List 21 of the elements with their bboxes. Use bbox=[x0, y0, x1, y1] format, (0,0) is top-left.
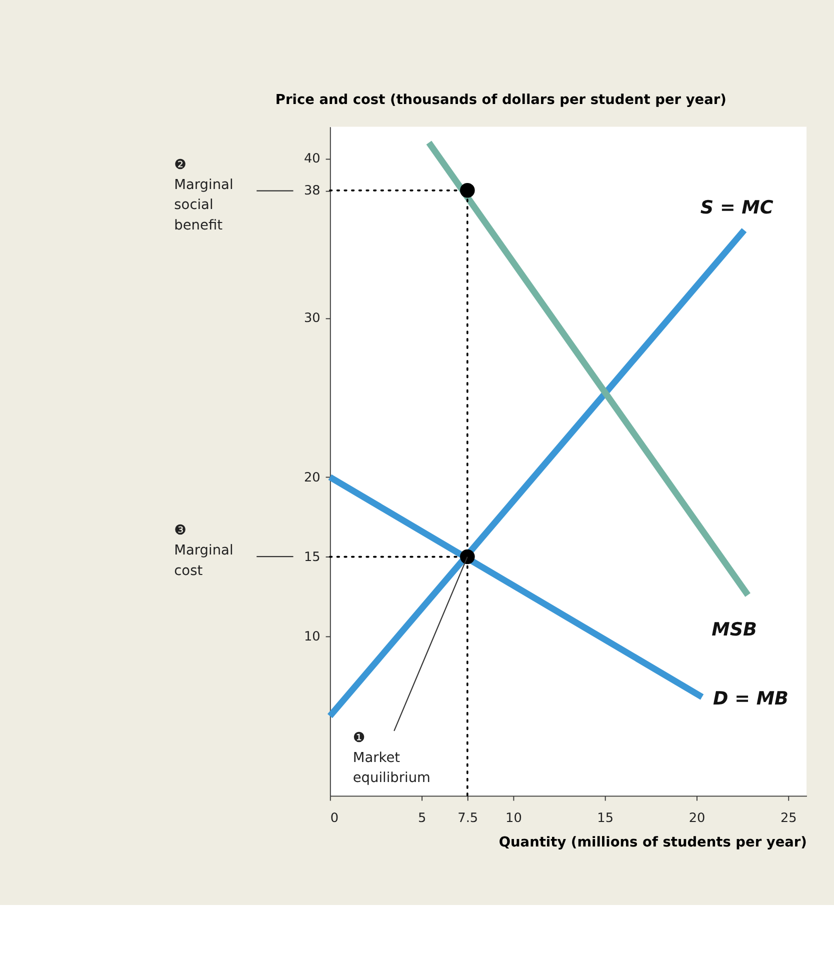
x-tick-label: 0 bbox=[330, 810, 339, 826]
annotation: ❶ Market equilibrium bbox=[352, 730, 430, 786]
text: ❷ Marginal social benefit bbox=[174, 156, 234, 234]
x-tick-label: 15 bbox=[597, 810, 614, 826]
x-axis-title: Quantity (millions of students per year) bbox=[498, 834, 807, 851]
x-tick-label: 25 bbox=[780, 810, 797, 826]
x-tick-label: 20 bbox=[688, 810, 706, 826]
y-tick-label: 38 bbox=[304, 184, 320, 199]
series-label: MSB bbox=[712, 619, 758, 640]
y-tick-label: 40 bbox=[304, 152, 320, 167]
series-label: S = MC bbox=[700, 198, 774, 219]
y-tick-label: 10 bbox=[304, 630, 320, 645]
y-tick-label: 20 bbox=[304, 470, 320, 486]
x-tick-label: 10 bbox=[506, 810, 522, 826]
x-tick-label: 5 bbox=[418, 810, 426, 826]
y-tick-label: 15 bbox=[304, 550, 320, 565]
y-tick-label: 30 bbox=[304, 310, 320, 326]
y-axis-title: Price and cost (thousands of dollars per student per year) bbox=[275, 92, 726, 108]
series-label: D = MB bbox=[713, 688, 789, 710]
x-tick-label: 7.5 bbox=[458, 810, 478, 826]
text: ❸ Marginal cost bbox=[174, 522, 234, 579]
